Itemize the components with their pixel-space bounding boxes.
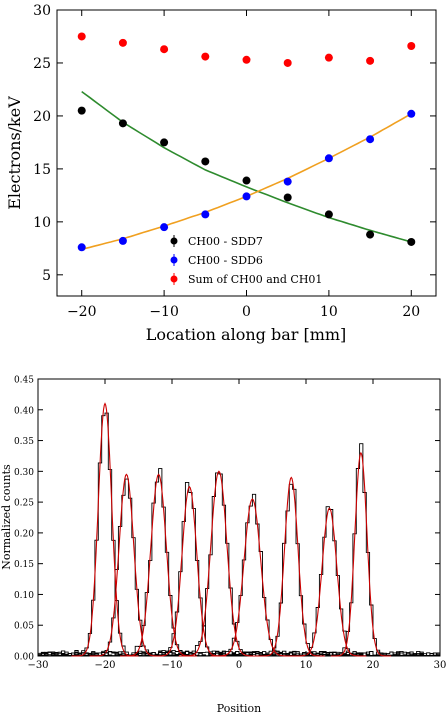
x-tick-label: 0 (236, 660, 242, 671)
y-tick-label: 0.20 (14, 529, 34, 539)
x-tick-label: −10 (161, 660, 182, 671)
bottom-fit-curves (71, 402, 392, 657)
top-y-axis-label: Electrons/keV (5, 96, 24, 210)
legend-marker-2 (170, 256, 178, 264)
gaussian-fit-4 (152, 485, 227, 657)
legend-marker-3 (170, 275, 178, 283)
gaussian-fit-1 (71, 402, 139, 657)
x-tick-label: 10 (300, 660, 313, 671)
data-point-s1-5 (242, 176, 251, 185)
legend-marker-1 (170, 237, 178, 245)
data-point-s1-7 (324, 210, 333, 219)
top-fit-curves (81, 90, 412, 251)
data-point-s3-8 (366, 56, 375, 65)
data-point-s3-6 (283, 58, 292, 67)
x-tick-label: 20 (402, 304, 420, 320)
data-point-s2-8 (366, 135, 375, 144)
y-tick-label: 10 (33, 215, 51, 231)
data-point-s2-2 (118, 236, 127, 245)
y-tick-label: 0.15 (14, 560, 34, 570)
gaussian-fit-2 (89, 473, 164, 657)
data-point-s2-3 (160, 223, 169, 232)
data-point-s1-6 (283, 193, 292, 202)
legend-label-2: CH00 - SDD6 (188, 254, 263, 267)
y-tick-label: 5 (42, 268, 51, 284)
y-tick-label: 20 (33, 109, 51, 125)
data-point-s2-7 (324, 154, 333, 163)
bottom-x-ticks: −30 −20 −10 0 10 20 30 (27, 379, 446, 671)
data-point-s3-1 (77, 32, 86, 41)
y-tick-label: 0.25 (14, 499, 34, 509)
x-tick-label: 30 (434, 660, 446, 671)
data-point-s1-1 (77, 106, 86, 115)
y-tick-label: 15 (33, 162, 51, 178)
legend-label-1: CH00 - SDD7 (188, 235, 263, 248)
data-point-s1-9 (407, 237, 416, 246)
y-tick-label: 0.45 (14, 376, 34, 386)
bottom-y-axis-label: Normalized counts (0, 464, 13, 570)
bottom-chart: −30 −20 −10 0 10 20 30 0.00 0.05 0.10 0.15 0.20 0.2… (0, 376, 446, 716)
y-tick-label: 25 (33, 56, 51, 72)
data-point-s2-9 (407, 109, 416, 118)
y-tick-label: 0.35 (14, 437, 34, 447)
gaussian-fit-7 (257, 476, 325, 657)
gaussian-fit-8 (292, 507, 367, 657)
data-point-s3-9 (407, 42, 416, 51)
x-tick-label: 10 (320, 304, 338, 320)
gaussian-fit-9 (330, 451, 392, 657)
legend-label-3: Sum of CH00 and CH01 (188, 273, 322, 286)
histogram-peak-9 (38, 443, 440, 657)
top-x-axis-label: Location along bar [mm] (146, 325, 347, 344)
data-point-s1-4 (201, 157, 210, 166)
bottom-histograms (38, 412, 440, 657)
data-point-s3-2 (118, 38, 127, 47)
data-point-s3-7 (324, 53, 333, 62)
x-tick-label: −10 (149, 304, 179, 320)
data-point-s2-5 (242, 192, 251, 201)
top-legend: CH00 - SDD7 CH00 - SDD6 Sum of CH00 and CH… (170, 235, 322, 286)
x-tick-label: −20 (94, 660, 115, 671)
gaussian-fit-5 (178, 470, 260, 657)
data-point-s3-3 (160, 45, 169, 54)
x-tick-label: −20 (67, 304, 97, 320)
top-y-ticks: 5 10 15 20 25 30 (33, 3, 436, 284)
bottom-y-ticks: 0.00 0.05 0.10 0.15 0.20 0.25 0.30 0.35 0.40 0.45 (14, 376, 440, 663)
fit-curve-1 (81, 90, 412, 243)
y-tick-label: 30 (33, 3, 51, 19)
data-point-s1-3 (160, 138, 169, 147)
y-tick-label: 0.00 (14, 653, 34, 663)
top-x-ticks: −20 −10 0 10 20 (67, 10, 420, 320)
data-point-s3-5 (242, 55, 251, 64)
gaussian-fit-6 (210, 498, 295, 657)
gaussian-fit-3 (120, 473, 198, 657)
data-point-s2-4 (201, 210, 210, 219)
y-tick-label: 0.40 (14, 406, 34, 416)
y-tick-label: 0.10 (14, 591, 34, 601)
data-point-s1-2 (118, 119, 127, 128)
top-chart: −20 −10 0 10 20 5 10 15 20 25 30 Location along b… (5, 3, 437, 344)
x-tick-label: 20 (367, 660, 380, 671)
data-point-s2-6 (283, 177, 292, 186)
data-point-s1-8 (366, 230, 375, 239)
data-point-s3-4 (201, 52, 210, 61)
x-tick-label: −30 (27, 660, 48, 671)
y-tick-label: 0.30 (14, 468, 34, 478)
y-tick-label: 0.05 (14, 622, 34, 632)
top-data-points (77, 32, 416, 252)
data-point-s2-1 (77, 243, 86, 252)
bottom-x-axis-label: Position (217, 702, 261, 715)
x-tick-label: 0 (242, 304, 251, 320)
